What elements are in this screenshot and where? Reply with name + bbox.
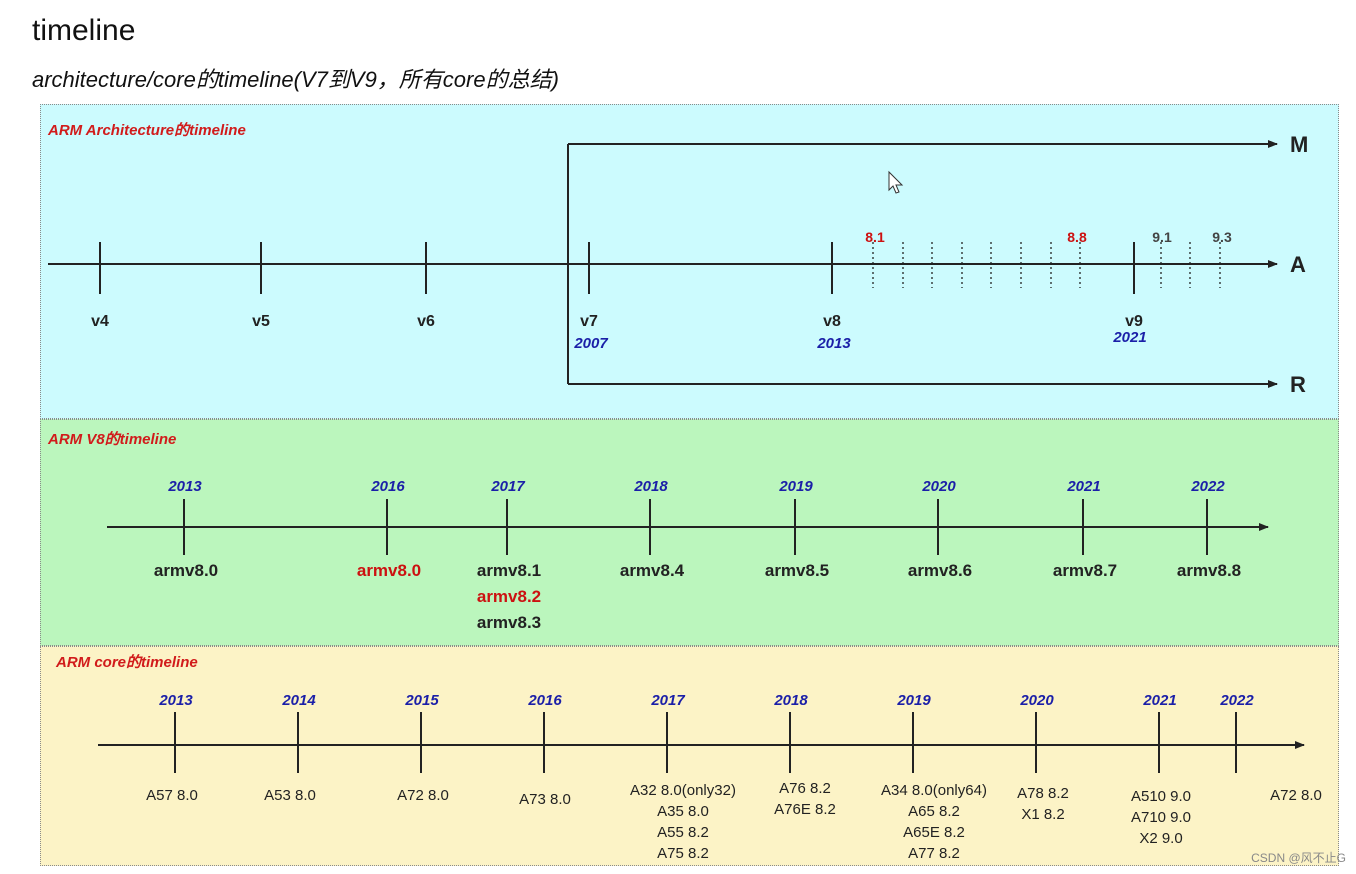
core-label: A53 8.0 (264, 787, 316, 804)
minor-version-label: 9.1 (1152, 229, 1172, 245)
core-label: A57 8.0 (146, 787, 198, 804)
v8-version-label: armv8.6 (908, 561, 972, 580)
v8-year-label: 2021 (1066, 478, 1100, 495)
watermark: CSDN @风不止G (1251, 851, 1346, 865)
core-label: A77 8.2 (908, 845, 960, 862)
core-label: A72 8.0 (1270, 787, 1322, 804)
v8-year-label: 2019 (778, 478, 813, 495)
core-year-label: 2021 (1142, 692, 1176, 709)
core-year-label: 2022 (1219, 692, 1254, 709)
v8-version-label: armv8.0 (154, 561, 218, 580)
core-timeline: 2013 A57 8.0 2014 A53 8.0 2015 A72 8.0 2016 A73… (98, 692, 1322, 862)
version-year-v7: 2007 (573, 335, 608, 352)
page-title: timeline (32, 14, 136, 47)
core-label: X1 8.2 (1021, 806, 1064, 823)
mouse-cursor-icon (888, 170, 904, 194)
v8-year-label: 2013 (167, 478, 202, 495)
minor-version-label: 9.3 (1212, 229, 1232, 245)
version-label-v7: v7 (580, 313, 598, 330)
core-timeline-panel: ARM core的timeline (40, 646, 1339, 866)
v8-year-label: 2017 (490, 478, 525, 495)
core-year-label: 2014 (281, 692, 316, 709)
v8-version-label: armv8.8 (1177, 561, 1241, 580)
v8-version-label: armv8.4 (620, 561, 685, 580)
v8-year-label: 2016 (370, 478, 405, 495)
core-year-label: 2020 (1019, 692, 1054, 709)
v8-timeline-panel: ARM V8的timeline (40, 419, 1339, 646)
v8-version-label: armv8.2 (477, 587, 541, 606)
minor-version-label: 8.1 (865, 229, 885, 245)
core-label: A710 9.0 (1131, 809, 1191, 826)
core-label: A32 8.0(only32) (630, 782, 736, 799)
core-label: A76 8.2 (779, 780, 831, 797)
version-year-v9: 2021 (1112, 329, 1146, 346)
v8-version-label: armv8.7 (1053, 561, 1117, 580)
profile-label-m: M (1290, 132, 1308, 157)
core-label: A73 8.0 (519, 791, 571, 808)
v8-timeline: 2013 armv8.0 2016 armv8.0 2017 armv8.1 armv8.2… (107, 478, 1269, 632)
v8-panel-title: ARM V8的timeline (48, 431, 177, 448)
minor-version-label: 8.8 (1067, 229, 1087, 245)
core-year-label: 2018 (773, 692, 808, 709)
core-label: A65E 8.2 (903, 824, 965, 841)
version-label-v9: v9 (1125, 313, 1143, 330)
v8-version-label: armv8.3 (477, 613, 541, 632)
core-panel-title: ARM core的timeline (56, 654, 198, 671)
core-year-label: 2015 (404, 692, 439, 709)
core-label: A78 8.2 (1017, 785, 1069, 802)
core-year-label: 2017 (650, 692, 685, 709)
arch-panel-title: ARM Architecture的timeline (48, 122, 246, 139)
core-label: A76E 8.2 (774, 801, 836, 818)
core-year-label: 2016 (527, 692, 562, 709)
page-subtitle: architecture/core的timeline(V7到V9，所有core的… (32, 67, 559, 92)
core-label: A65 8.2 (908, 803, 960, 820)
v8-version-label: armv8.1 (477, 561, 541, 580)
arch-timeline-panel: ARM Architecture的timeline (40, 104, 1339, 419)
core-label: A55 8.2 (657, 824, 709, 841)
core-label: A35 8.0 (657, 803, 709, 820)
v8-year-label: 2022 (1190, 478, 1225, 495)
v8-version-label: armv8.5 (765, 561, 829, 580)
core-label: A34 8.0(only64) (881, 782, 987, 799)
core-label: A75 8.2 (657, 845, 709, 862)
v8-version-label: armv8.0 (357, 561, 421, 580)
core-year-label: 2019 (896, 692, 931, 709)
core-label: A72 8.0 (397, 787, 449, 804)
version-label-v5: v5 (252, 313, 270, 330)
profile-label-r: R (1290, 372, 1306, 397)
v8-year-label: 2020 (921, 478, 956, 495)
version-label-v8: v8 (823, 313, 841, 330)
core-label: X2 9.0 (1139, 830, 1182, 847)
core-label: A510 9.0 (1131, 788, 1191, 805)
version-label-v6: v6 (417, 313, 435, 330)
core-year-label: 2013 (158, 692, 193, 709)
v8-year-label: 2018 (633, 478, 668, 495)
version-year-v8: 2013 (816, 335, 851, 352)
version-label-v4: v4 (91, 313, 109, 330)
profile-label-a: A (1290, 252, 1306, 277)
